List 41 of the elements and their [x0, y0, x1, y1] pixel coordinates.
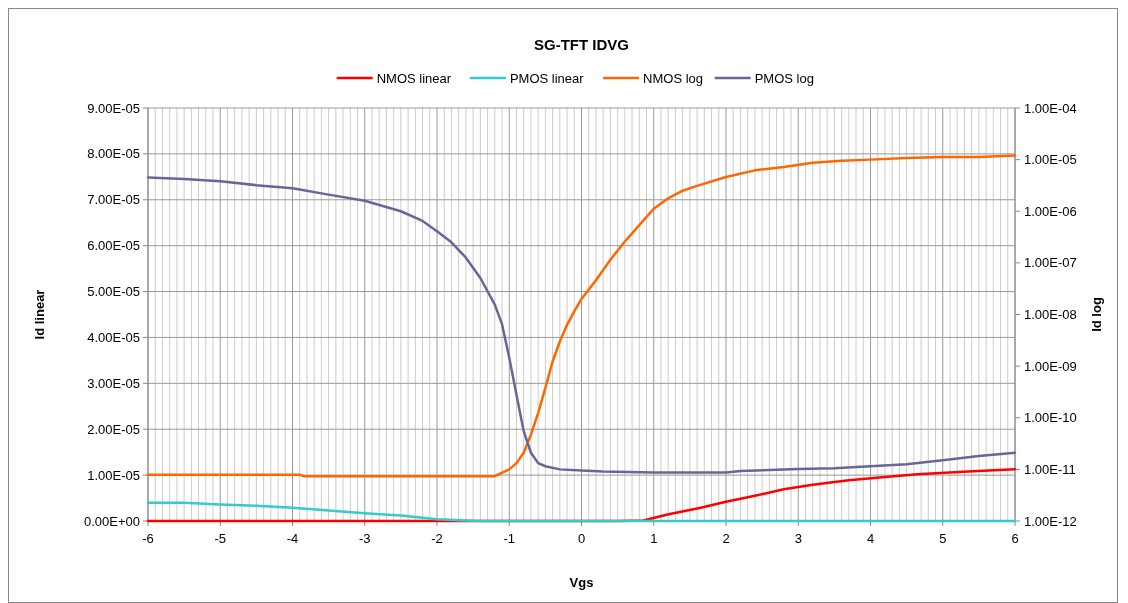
y-tick-label: 4.00E-05: [87, 329, 140, 345]
y2-tick-label: 1.00E-10: [1024, 410, 1077, 426]
x-tick-label: 1: [650, 531, 658, 546]
y2-axis-title: Id log: [1089, 297, 1104, 332]
x-tick-label: 2: [722, 531, 730, 546]
legend-label: NMOS linear: [376, 71, 452, 86]
y2-tick-label: 1.00E-07: [1024, 255, 1077, 271]
y-tick-label: 0.00E+00: [83, 513, 140, 529]
y2-tick-label: 1.00E-12: [1024, 513, 1077, 529]
y2-tick-label: 1.00E-06: [1024, 203, 1077, 219]
x-tick-label: 0: [577, 531, 586, 546]
x-tick-label: -4: [286, 531, 299, 546]
x-tick-label: -2: [431, 531, 443, 546]
y2-tick-label: 1.00E-09: [1024, 358, 1077, 374]
x-tick-label: -1: [503, 531, 516, 546]
y-axis-title: Id linear: [32, 289, 47, 340]
x-tick-label: 3: [794, 531, 802, 546]
y2-tick-label: 1.00E-11: [1024, 461, 1076, 477]
x-tick-label: -5: [214, 531, 227, 546]
y-tick-label: 5.00E-05: [87, 284, 140, 300]
x-axis-title: Vgs: [569, 575, 594, 590]
y2-tick-label: 1.00E-05: [1024, 152, 1077, 168]
y-tick-label: 3.00E-05: [87, 375, 140, 391]
x-tick-label: 6: [1011, 531, 1019, 546]
y2-tick-label: 1.00E-04: [1024, 100, 1077, 116]
x-tick-label: -3: [358, 531, 371, 546]
x-tick-label: -6: [142, 531, 154, 546]
legend-label: PMOS log: [754, 71, 814, 86]
chart-title: SG-TFT IDVG: [534, 36, 629, 53]
y-tick-label: 8.00E-05: [87, 146, 140, 162]
y-tick-label: 2.00E-05: [87, 421, 140, 437]
legend-label: PMOS linear: [509, 71, 585, 86]
y-tick-label: 7.00E-05: [87, 192, 140, 208]
x-tick-label: 4: [866, 531, 875, 546]
y-tick-label: 6.00E-05: [87, 238, 140, 254]
y-tick-label: 1.00E-05: [87, 467, 140, 483]
x-tick-label: 5: [939, 531, 947, 546]
y-tick-label: 9.00E-05: [87, 100, 140, 116]
line-series: [146, 501, 1017, 523]
legend-label: NMOS log: [643, 71, 704, 86]
y2-tick-label: 1.00E-08: [1024, 307, 1077, 322]
